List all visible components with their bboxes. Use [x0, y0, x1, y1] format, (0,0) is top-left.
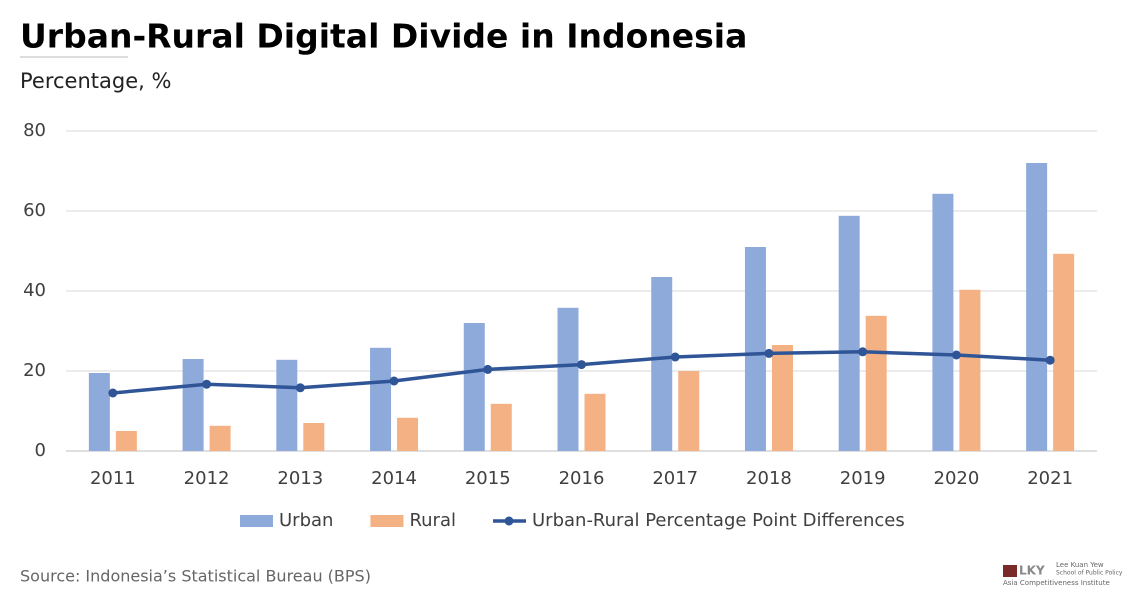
legend-swatch	[370, 515, 404, 527]
logo-mark: LKY	[1019, 564, 1045, 578]
chart-subtitle: Percentage, %	[20, 69, 171, 93]
bar	[303, 423, 325, 451]
point	[764, 348, 774, 358]
x-tick-label: 2013	[277, 468, 323, 489]
logo-text: Asia Competitiveness Institute	[1003, 579, 1110, 587]
bar	[678, 371, 700, 451]
x-tick-label: 2015	[465, 468, 511, 489]
point	[951, 350, 961, 360]
point	[202, 379, 212, 389]
bar	[838, 215, 860, 451]
bar	[209, 425, 231, 451]
legend-label: Urban-Rural Percentage Point Differences	[532, 510, 905, 531]
y-tick-label: 60	[23, 200, 46, 221]
x-tick-label: 2019	[840, 468, 886, 489]
x-tick-label: 2017	[652, 468, 698, 489]
bar	[370, 347, 392, 451]
point	[670, 352, 680, 362]
logo-text: School of Public Policy	[1056, 570, 1123, 577]
point	[295, 383, 305, 393]
point	[483, 364, 493, 374]
logo-block	[1003, 565, 1017, 577]
y-tick-label: 0	[35, 440, 46, 461]
y-tick-label: 40	[23, 280, 46, 301]
bar	[1026, 163, 1048, 451]
point	[108, 388, 118, 398]
logo-text: Lee Kuan Yew	[1056, 561, 1104, 569]
legend-swatch	[240, 515, 273, 527]
bar	[744, 247, 766, 451]
bar	[557, 307, 579, 451]
x-tick-label: 2021	[1027, 468, 1073, 489]
x-tick-label: 2012	[184, 468, 230, 489]
bar	[584, 393, 606, 451]
bar	[490, 403, 512, 451]
y-tick-label: 80	[23, 120, 46, 141]
line	[112, 350, 1051, 395]
bar	[651, 277, 673, 451]
bar	[932, 193, 954, 452]
point	[858, 347, 868, 357]
y-tick-label: 20	[23, 360, 46, 381]
bar	[182, 359, 204, 451]
bar	[771, 345, 793, 451]
source: Source: Indonesia’s Statistical Bureau (…	[20, 567, 371, 586]
x-tick-label: 2020	[934, 468, 980, 489]
bar	[115, 431, 137, 451]
bar	[276, 359, 298, 451]
x-tick-label: 2016	[559, 468, 605, 489]
bar	[88, 373, 110, 451]
chart-title: Urban-Rural Digital Divide in Indonesia	[20, 17, 747, 56]
legend-label: Rural	[409, 510, 456, 531]
x-tick-label: 2014	[371, 468, 417, 489]
bar	[397, 417, 419, 451]
bar	[865, 315, 887, 451]
logo: LKY Lee Kuan Yew School of Public Policy…	[1003, 561, 1123, 587]
bar	[959, 289, 981, 451]
bar	[463, 323, 485, 451]
x-tick-label: 2018	[746, 468, 792, 489]
point	[389, 376, 399, 386]
legend-label: Urban	[279, 510, 333, 531]
x-tick-label: 2011	[90, 468, 136, 489]
legend-swatch	[504, 516, 514, 526]
point	[577, 360, 586, 370]
bar	[1053, 253, 1075, 451]
point	[1045, 355, 1055, 365]
